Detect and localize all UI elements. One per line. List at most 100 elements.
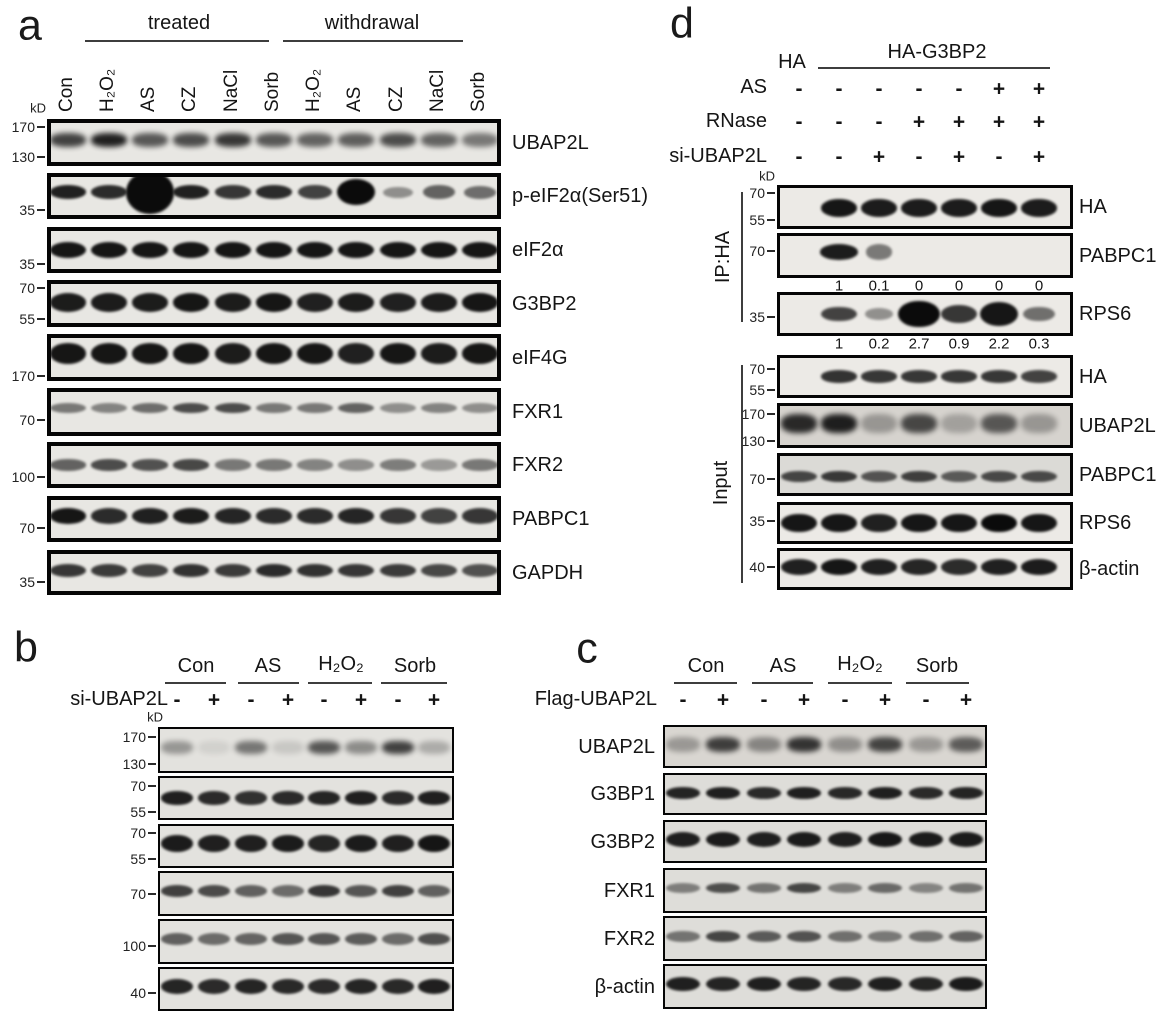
band (255, 133, 293, 148)
band (418, 835, 450, 853)
band (861, 199, 897, 217)
band (786, 883, 822, 894)
band (383, 186, 413, 198)
band (296, 402, 334, 414)
band (172, 133, 210, 148)
band (665, 787, 701, 800)
marker-label: 170 (11, 119, 35, 135)
band (131, 343, 169, 365)
band (90, 185, 128, 200)
band (786, 977, 822, 992)
sign: + (1032, 77, 1046, 101)
band (665, 831, 701, 848)
blot-frame (47, 496, 501, 542)
blot-frame (777, 453, 1073, 496)
marker-label: 40 (749, 559, 765, 575)
marker-tick (37, 126, 45, 128)
sign: - (247, 688, 255, 712)
sign: + (1032, 110, 1046, 134)
band (821, 558, 857, 575)
band (461, 133, 497, 148)
sign: + (207, 688, 221, 712)
band (382, 979, 414, 995)
condition-group-label: HA (778, 51, 806, 73)
protein-label: RPS6 (1079, 512, 1132, 534)
marker-label: 35 (749, 309, 765, 325)
band (198, 791, 230, 805)
band (420, 563, 458, 578)
sign: - (173, 688, 181, 712)
marker-tick (37, 156, 45, 158)
marker-tick (37, 209, 45, 211)
band (336, 179, 376, 206)
band (382, 933, 414, 946)
band (981, 370, 1017, 383)
band (131, 133, 169, 148)
band (420, 241, 458, 259)
band (861, 370, 897, 383)
sign: + (281, 688, 295, 712)
sign: - (875, 77, 883, 101)
sign: - (955, 77, 963, 101)
band (461, 343, 497, 365)
band (214, 402, 252, 414)
band (90, 293, 128, 312)
sign: - (915, 145, 923, 169)
quant-value: 0 (914, 277, 924, 295)
blot-frame (158, 967, 454, 1011)
marker-label: 35 (749, 513, 765, 529)
treatment-row-label: AS (740, 76, 767, 98)
band (941, 471, 977, 483)
band (51, 133, 87, 148)
band (161, 741, 193, 755)
band (308, 835, 340, 853)
marker-tick (148, 763, 156, 765)
band (420, 343, 458, 365)
band (981, 199, 1017, 217)
band (172, 563, 210, 578)
sign: - (835, 77, 843, 101)
blot-frame (47, 334, 501, 381)
quant-value: 0.1 (868, 277, 890, 295)
band (255, 508, 293, 525)
panel-letter: c (576, 624, 598, 673)
blot-frame (158, 871, 454, 916)
quant-value: 0 (1034, 277, 1044, 295)
band (1021, 471, 1057, 483)
band (131, 293, 169, 312)
band (198, 741, 230, 755)
band (746, 737, 782, 752)
band (255, 459, 293, 471)
band (51, 459, 87, 471)
marker-label: 100 (122, 938, 146, 954)
band (827, 737, 863, 752)
protein-label: FXR1 (603, 879, 655, 902)
band (90, 241, 128, 259)
marker-tick (767, 368, 775, 370)
band (214, 343, 252, 365)
blot-frame (663, 916, 987, 961)
band (51, 293, 87, 312)
section-label: Input (710, 460, 732, 506)
band (746, 977, 782, 992)
band (337, 563, 375, 578)
band (1022, 306, 1056, 322)
band (379, 508, 417, 525)
quant-value: 0.3 (1028, 335, 1050, 353)
band (461, 459, 497, 471)
marker-tick (767, 478, 775, 480)
marker-tick (148, 992, 156, 994)
condition-group-label: HA-G3BP2 (887, 41, 987, 63)
band (786, 831, 822, 848)
protein-label: G3BP1 (590, 783, 655, 805)
band (908, 831, 944, 848)
treatment-row-label: RNase (705, 110, 767, 132)
sign: + (427, 688, 441, 712)
band (90, 402, 128, 414)
protein-label: UBAP2L (578, 735, 655, 758)
band (172, 402, 210, 414)
marker-label: 70 (19, 520, 35, 536)
band (272, 791, 304, 805)
marker-tick (148, 785, 156, 787)
